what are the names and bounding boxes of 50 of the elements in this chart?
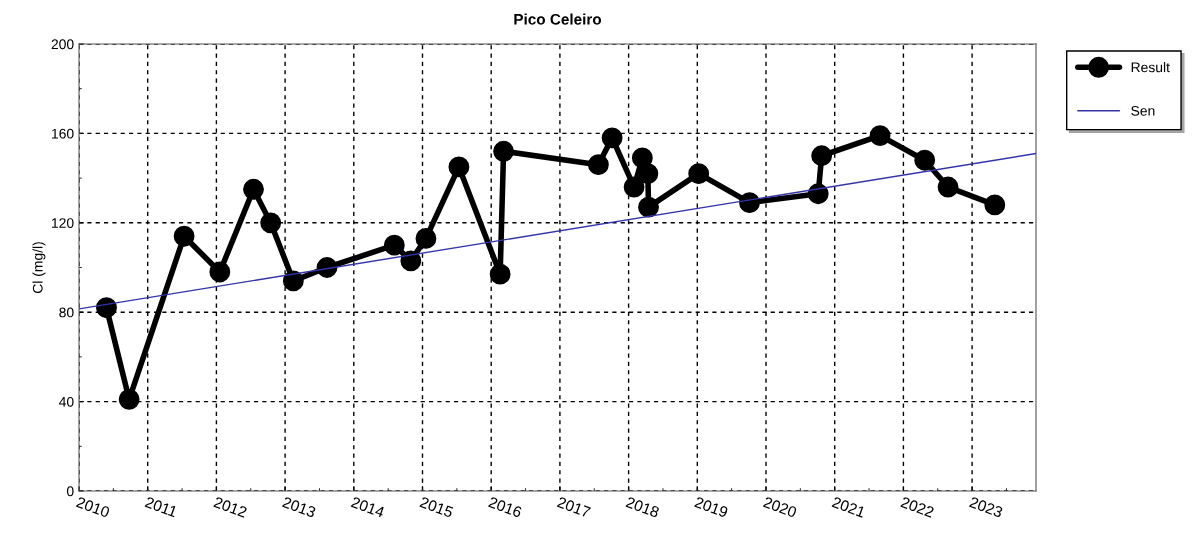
x-tick-label: 2012 [213,496,248,518]
point [984,194,1006,216]
point [260,212,282,234]
x-tick-label: 2021 [831,496,866,518]
y-tick-label: 80 [59,307,74,318]
x-tick-label: 2015 [419,496,454,518]
y-tick-label: 160 [52,128,74,139]
point [489,263,511,285]
point [96,297,117,319]
point [811,145,833,167]
x-tick-label: 2019 [694,496,729,518]
legend-label: Result [1131,62,1170,73]
legend-label: Sen [1131,105,1155,116]
y-tick-label: 120 [52,218,74,228]
y-tick-label: 40 [59,396,74,407]
y-axis-title: Cl (mg/l) [32,242,46,294]
y-tick-label: 200 [51,39,74,50]
point [623,176,645,198]
x-tick-label: 2017 [556,496,591,518]
point [400,250,422,272]
point [118,388,140,410]
point [587,154,609,176]
point [937,176,959,198]
point [415,228,437,249]
point [448,156,470,178]
point [807,183,829,205]
x-tick-label: 2013 [281,496,317,518]
point [493,140,514,162]
x-tick-label: 2018 [625,496,660,518]
x-tick-label: 2016 [488,496,523,518]
x-tick-label: 2014 [350,496,386,518]
y-tick-label: 0 [66,486,74,497]
point [739,192,760,214]
x-tick-label: 2023 [968,496,1004,518]
x-tick-label: 2022 [900,496,935,518]
point [637,163,659,185]
point [638,196,659,218]
point [383,234,405,256]
point [173,225,195,247]
point [688,163,710,185]
point [601,127,623,149]
x-tick-label: 2020 [762,496,798,518]
chart-title: Pico Celeiro [514,13,602,25]
point [209,261,231,283]
point [869,125,891,147]
point [243,178,264,200]
point [282,270,304,292]
x-tick-label: 2011 [144,496,178,518]
point [914,149,936,171]
x-tick-label: 2010 [75,496,111,518]
